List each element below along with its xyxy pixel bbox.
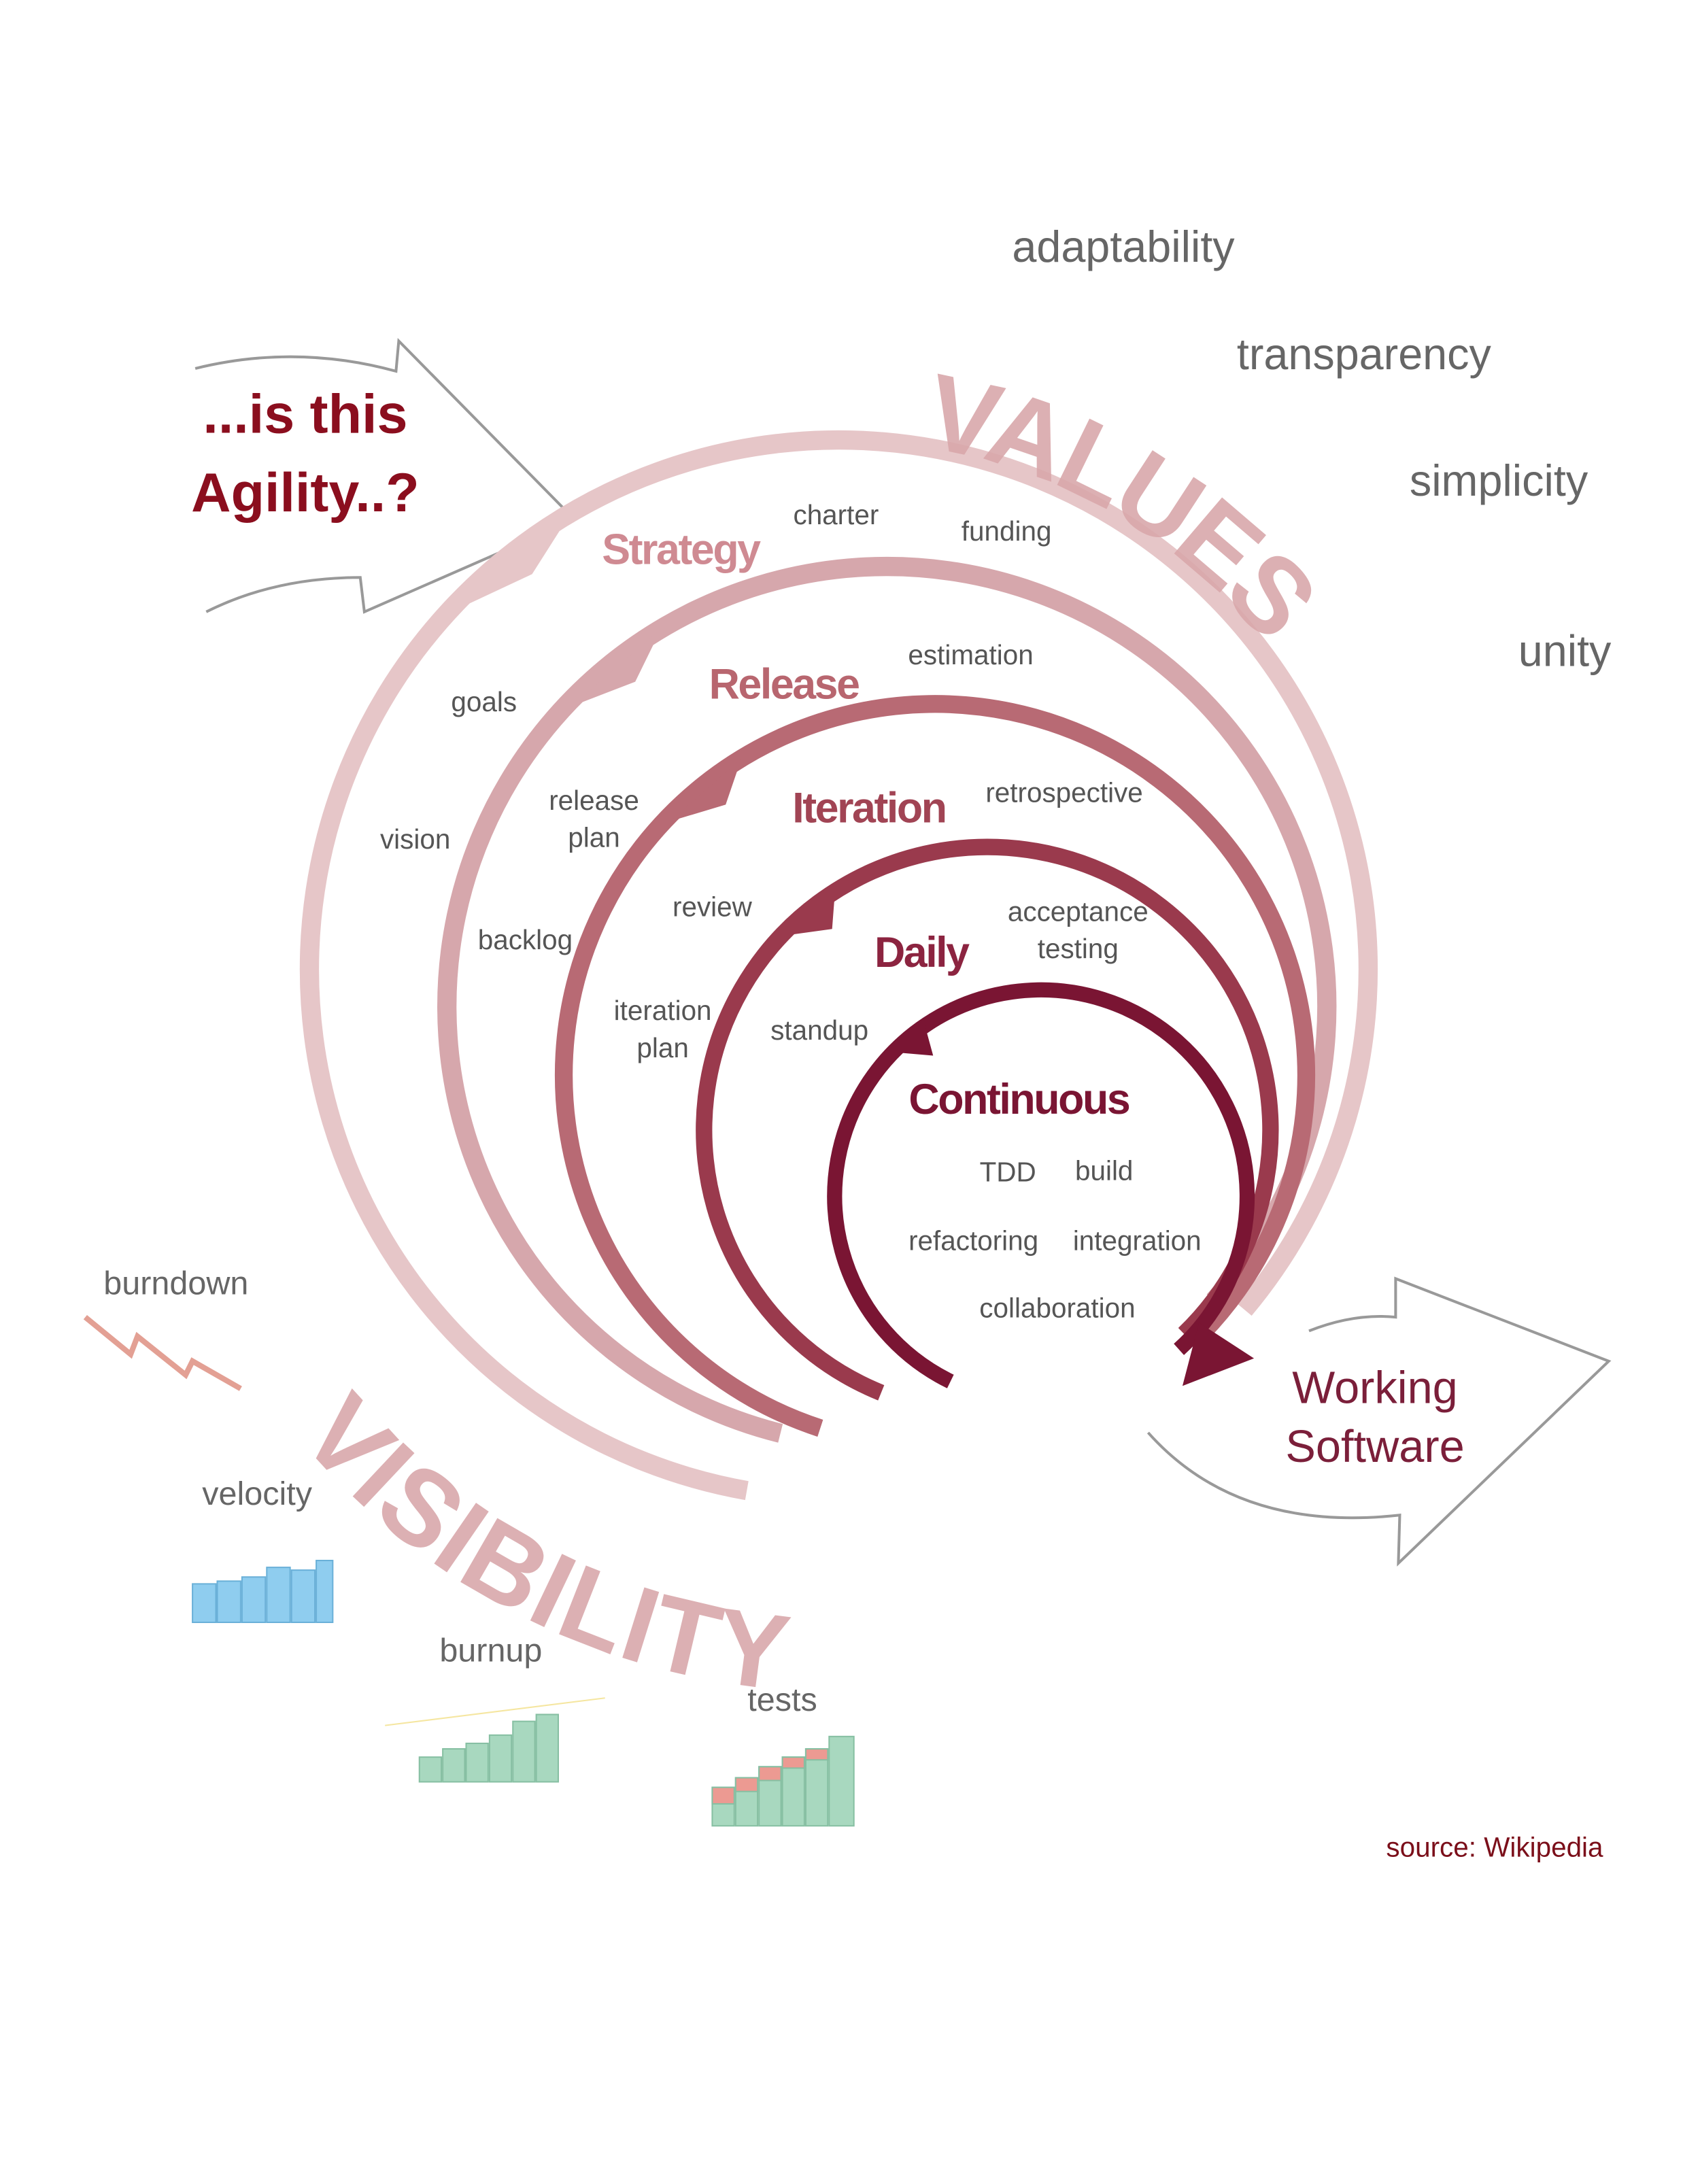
cycle-arc (299, 430, 1378, 1501)
cycle-item: TDD (980, 1157, 1036, 1188)
cycle-item: funding (962, 515, 1052, 547)
output-arrow (1146, 1276, 1612, 1567)
value-item: adaptability (1012, 222, 1235, 271)
arrow-head (1182, 1323, 1255, 1386)
cycle-item-line: testing (1038, 933, 1119, 964)
cycle-item-line: plan (568, 821, 619, 853)
cycle-item: goals (451, 686, 517, 717)
cycle-arc (696, 838, 1279, 1401)
cycle-item: estimation (908, 639, 1033, 670)
output-label-line: Software (1285, 1422, 1464, 1472)
cycle-item: backlog (478, 924, 573, 955)
title-line: ...is this (203, 384, 407, 445)
cycle-item-line: acceptance (1008, 895, 1149, 927)
title-line: Agility..? (191, 462, 419, 524)
cycle-item-line: release (549, 785, 639, 816)
cycle-item: integration (1073, 1225, 1202, 1257)
cycle-label: Continuous (908, 1076, 1129, 1123)
value-item: transparency (1237, 329, 1492, 379)
values-label: VALUES (917, 351, 1340, 661)
visibility-item: tests (747, 1682, 817, 1718)
cycle-item: acceptance testing (1008, 895, 1149, 964)
values-label-path: VALUES (917, 351, 1340, 661)
visibility-item: velocity (202, 1475, 313, 1512)
cycle-item: review (673, 891, 753, 922)
title: ...is this Agility..? (191, 384, 419, 524)
texts: Strategy charter funding goals vision Release… (103, 222, 1612, 1862)
cycle-label: Strategy (602, 526, 761, 573)
cycle-item: iteration plan (614, 995, 712, 1063)
cycle-item: release plan (549, 785, 639, 853)
cycle-item: refactoring (908, 1225, 1038, 1257)
visibility-item: burndown (103, 1265, 248, 1301)
source: source: Wikipedia (1386, 1831, 1603, 1862)
tests-icon (711, 1735, 855, 1827)
cycle-item: standup (770, 1014, 868, 1046)
cycle-arrowhead (456, 513, 571, 610)
cycle-label: Release (709, 661, 860, 709)
cycle-item-line: iteration (614, 995, 712, 1026)
cycle-arrowhead (571, 628, 662, 707)
cycle-item: build (1075, 1155, 1133, 1186)
cycle-arc (827, 982, 1255, 1388)
cycle-item: charter (793, 499, 879, 530)
cycle-label: Daily (874, 929, 970, 976)
cycle-label: Iteration (792, 785, 945, 832)
cycle-item-line: plan (636, 1032, 688, 1063)
burnup-icon (385, 1697, 605, 1783)
value-item: unity (1518, 626, 1612, 676)
cycle-arc (437, 556, 1337, 1443)
cycle-arc (554, 695, 1316, 1437)
cycle-item: retrospective (985, 777, 1143, 808)
velocity-icon (192, 1559, 334, 1624)
input-arrow (194, 337, 577, 614)
value-item: simplicity (1410, 456, 1588, 505)
burndown-icon (83, 1314, 242, 1391)
rings (299, 430, 1378, 1501)
cycle-arrowhead (898, 1025, 934, 1056)
visibility-item: burnup (439, 1632, 542, 1669)
cycle-item: collaboration (979, 1293, 1135, 1324)
output-label-line: Working (1292, 1363, 1457, 1413)
cycle-item: vision (380, 823, 450, 855)
output-label: Working Software (1285, 1363, 1464, 1472)
